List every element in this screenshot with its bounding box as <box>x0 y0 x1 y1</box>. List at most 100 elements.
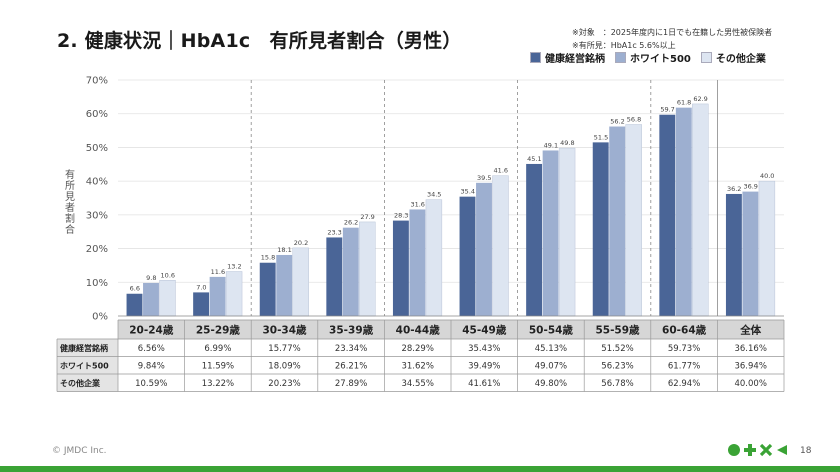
bar-s2-0 <box>143 282 159 316</box>
table-cell-0-1: 6.99% <box>204 344 231 354</box>
bar-s2-4 <box>409 209 426 316</box>
bar-s3-5 <box>492 175 509 317</box>
legend-swatch-s1 <box>530 52 541 63</box>
value-label-s3-9: 40.0 <box>760 172 774 180</box>
value-label-s2-5: 39.5 <box>477 174 491 182</box>
table-cell-0-2: 15.77% <box>268 344 300 354</box>
value-label-s1-5: 35.4 <box>461 188 475 196</box>
table-cell-1-9: 36.94% <box>734 362 766 372</box>
table-cell-0-7: 51.52% <box>601 344 633 354</box>
table-cell-0-5: 35.43% <box>468 344 500 354</box>
legend-item-s2: ホワイト500 <box>615 50 691 65</box>
table-cell-2-8: 62.94% <box>668 379 700 389</box>
value-label-s2-9: 36.9 <box>743 183 757 191</box>
y-axis-label-char-5: 合 <box>65 223 75 236</box>
table-cell-1-4: 31.62% <box>401 362 433 372</box>
table-cell-1-0: 9.84% <box>138 362 165 372</box>
note-target: ※対象 ：2025年度内に1日でも在籍した男性被保険者 <box>572 28 773 37</box>
y-axis-label-char-1: 所 <box>65 180 75 192</box>
x-tick-label-0: 20-24歳 <box>129 324 174 337</box>
value-label-s2-8: 61.8 <box>677 99 691 107</box>
bar-s2-1 <box>209 276 226 316</box>
bar-s2-3 <box>342 227 359 316</box>
bar-s3-4 <box>425 199 443 317</box>
value-label-s2-2: 18.1 <box>277 246 291 254</box>
table-cell-1-6: 49.07% <box>535 362 567 372</box>
x-tick-label-2: 30-34歳 <box>262 324 307 337</box>
value-label-s3-2: 20.2 <box>294 239 308 247</box>
value-label-s2-7: 56.2 <box>610 118 624 126</box>
y-tick-label-6: 60% <box>86 109 108 120</box>
table-cell-1-1: 11.59% <box>202 362 234 372</box>
bar-s3-0 <box>159 280 176 317</box>
table-cell-1-5: 39.49% <box>468 362 500 372</box>
value-label-s1-8: 59.7 <box>660 106 674 114</box>
chart: 0% 10% 20% 30% 40% 50% 60% 70% 有所見者割合 6.6 7.0 15.8 2… <box>56 76 785 392</box>
x-tick-label-8: 60-64歳 <box>662 324 707 337</box>
bar-s1-9 <box>725 193 742 316</box>
bar-s2-2 <box>276 254 293 316</box>
x-tick-label-1: 25-29歳 <box>196 324 241 337</box>
table-cell-2-9: 40.00% <box>734 379 766 389</box>
value-label-s1-1: 7.0 <box>196 283 206 291</box>
notes: ※対象 ：2025年度内に1日でも在籍した男性被保険者 ※有所見：HbA1c 5… <box>572 26 772 52</box>
value-label-s1-0: 6.6 <box>130 285 140 293</box>
value-label-s1-7: 51.5 <box>594 133 608 141</box>
bar-s2-7 <box>609 126 626 316</box>
bar-s3-9 <box>758 180 776 317</box>
table-row-label-2: その他企業 <box>60 378 101 388</box>
legend-item-s3: その他企業 <box>700 50 766 65</box>
bar-s1-7 <box>592 142 609 316</box>
y-tick-label-7: 70% <box>86 76 108 87</box>
value-label-s3-6: 49.8 <box>560 139 574 147</box>
value-label-s2-1: 11.6 <box>211 268 225 276</box>
table-cell-0-0: 6.56% <box>138 344 165 354</box>
table-cell-1-8: 61.77% <box>668 362 700 372</box>
page-title: 2. 健康状況｜HbA1c 有所見者割合（男性） <box>57 30 462 52</box>
bar-s1-4 <box>392 220 409 316</box>
bar-s2-5 <box>476 182 492 316</box>
x-tick-label-3: 35-39歳 <box>329 324 374 337</box>
bar-s3-3 <box>359 221 376 317</box>
y-axis-label-char-0: 有 <box>65 168 75 181</box>
table-cell-0-3: 23.34% <box>335 344 367 354</box>
bar-s1-0 <box>126 293 143 316</box>
value-label-s2-6: 49.1 <box>544 141 558 149</box>
table-cell-2-3: 27.89% <box>335 379 367 389</box>
bar-s3-6 <box>558 147 576 317</box>
bar-s2-9 <box>742 191 759 316</box>
table-row-label-0: 健康経営銘柄 <box>60 343 108 353</box>
legend: 健康経営銘柄 ホワイト500 その他企業 <box>530 50 766 65</box>
value-label-s3-1: 13.2 <box>227 262 241 270</box>
footer-copyright: © JMDC Inc. <box>52 446 107 456</box>
table-row-label-bg-1 <box>57 356 118 374</box>
bar-s1-8 <box>659 114 676 317</box>
value-label-s3-3: 27.9 <box>360 213 374 221</box>
table-cell-1-2: 18.09% <box>268 362 300 372</box>
value-label-s3-4: 34.5 <box>427 191 441 199</box>
table-cell-2-2: 20.23% <box>268 379 300 389</box>
value-label-s2-0: 9.8 <box>146 274 156 282</box>
x-tick-label-5: 45-49歳 <box>462 324 507 337</box>
table-cell-1-3: 26.21% <box>335 362 367 372</box>
x-tick-label-9: 全体 <box>739 324 761 337</box>
y-axis-label-char-3: 者 <box>65 202 75 214</box>
value-label-s3-8: 62.9 <box>693 95 707 103</box>
value-label-s1-4: 28.3 <box>394 212 408 220</box>
bar-s2-6 <box>542 150 559 316</box>
x-tick-label-7: 55-59歳 <box>595 324 640 337</box>
value-label-s1-6: 45.1 <box>527 155 541 163</box>
bar-s1-1 <box>193 292 210 316</box>
table-cell-2-7: 56.78% <box>601 379 633 389</box>
value-label-s3-0: 10.6 <box>161 271 175 279</box>
legend-label-s3: その他企業 <box>715 54 766 65</box>
table-cell-2-1: 13.22% <box>202 379 234 389</box>
bar-s1-6 <box>526 163 543 316</box>
y-tick-label-5: 50% <box>86 143 108 154</box>
bar-s2-8 <box>675 107 692 316</box>
y-axis-label-char-2: 見 <box>65 191 75 203</box>
value-label-s1-9: 36.2 <box>727 185 741 193</box>
value-label-s3-5: 41.6 <box>494 167 508 175</box>
value-label-s3-7: 56.8 <box>627 116 641 124</box>
table-cell-2-0: 10.59% <box>135 379 167 389</box>
